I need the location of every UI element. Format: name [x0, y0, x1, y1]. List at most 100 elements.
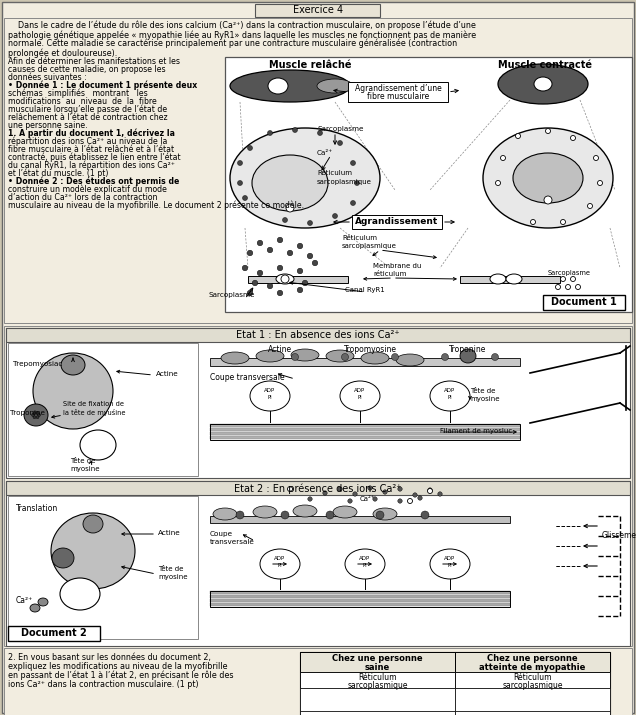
FancyBboxPatch shape [6, 328, 630, 342]
Text: sarcoplasmique: sarcoplasmique [342, 243, 397, 249]
Text: saine: saine [365, 663, 390, 672]
Ellipse shape [213, 508, 237, 520]
Ellipse shape [534, 77, 552, 91]
Ellipse shape [438, 492, 442, 496]
Ellipse shape [307, 253, 313, 259]
Text: Ca²⁺: Ca²⁺ [360, 496, 376, 502]
Ellipse shape [396, 354, 424, 366]
Ellipse shape [353, 492, 357, 496]
Ellipse shape [51, 513, 135, 589]
Text: Membrane du: Membrane du [373, 263, 422, 269]
Ellipse shape [287, 277, 293, 283]
Ellipse shape [252, 280, 258, 286]
FancyBboxPatch shape [455, 688, 610, 711]
Ellipse shape [36, 411, 39, 414]
FancyBboxPatch shape [255, 4, 380, 17]
Text: Pi: Pi [448, 563, 452, 568]
Text: pathologie génétique appelée « myopathie liée au RyR1» dans laquelle les muscles: pathologie génétique appelée « myopathie… [8, 30, 476, 39]
Text: d’action du Ca²⁺ lors de la contraction: d’action du Ca²⁺ lors de la contraction [8, 193, 158, 202]
Ellipse shape [80, 430, 116, 460]
Ellipse shape [565, 285, 570, 290]
Ellipse shape [398, 499, 402, 503]
Text: musculaire lorsqu’elle passe de l’état de: musculaire lorsqu’elle passe de l’état d… [8, 105, 167, 114]
FancyBboxPatch shape [300, 672, 455, 688]
FancyBboxPatch shape [8, 343, 198, 476]
Text: Réticulum: Réticulum [342, 235, 377, 241]
Ellipse shape [277, 290, 283, 296]
Ellipse shape [490, 274, 506, 284]
Text: atteinte de myopathie: atteinte de myopathie [480, 663, 586, 672]
FancyBboxPatch shape [6, 328, 630, 478]
Text: Réticulum: Réticulum [317, 170, 352, 176]
Ellipse shape [230, 70, 350, 102]
Ellipse shape [427, 488, 432, 493]
FancyBboxPatch shape [210, 595, 510, 598]
Ellipse shape [242, 195, 247, 200]
Ellipse shape [460, 349, 476, 363]
FancyBboxPatch shape [6, 481, 630, 646]
Ellipse shape [256, 350, 284, 362]
Ellipse shape [237, 160, 242, 165]
Ellipse shape [418, 495, 422, 500]
Text: Muscle relâché: Muscle relâché [269, 60, 351, 70]
FancyBboxPatch shape [210, 424, 520, 427]
Ellipse shape [297, 287, 303, 293]
FancyBboxPatch shape [4, 326, 632, 646]
Ellipse shape [250, 381, 290, 411]
Text: Pi: Pi [357, 395, 363, 400]
FancyBboxPatch shape [455, 711, 610, 715]
Ellipse shape [338, 487, 342, 491]
Ellipse shape [593, 155, 598, 160]
Text: Agrandissement d’une: Agrandissement d’une [355, 84, 441, 93]
FancyBboxPatch shape [210, 436, 520, 439]
Ellipse shape [350, 200, 356, 205]
Text: myosine: myosine [158, 574, 188, 580]
Text: myosine: myosine [70, 466, 99, 472]
Ellipse shape [286, 204, 294, 212]
FancyBboxPatch shape [225, 57, 632, 312]
Text: Actine: Actine [156, 371, 179, 377]
Text: Document 2: Document 2 [21, 628, 87, 638]
Ellipse shape [588, 204, 593, 209]
Ellipse shape [317, 79, 353, 93]
Ellipse shape [293, 127, 298, 132]
Ellipse shape [30, 604, 40, 612]
FancyBboxPatch shape [210, 428, 520, 431]
Ellipse shape [312, 260, 318, 266]
Text: modifications  au  niveau  de  la  fibre: modifications au niveau de la fibre [8, 97, 156, 106]
FancyBboxPatch shape [300, 652, 455, 715]
Ellipse shape [33, 353, 113, 429]
Text: la tête de myuśine: la tête de myuśine [63, 409, 125, 416]
Ellipse shape [516, 134, 520, 139]
Ellipse shape [38, 413, 41, 417]
Ellipse shape [345, 549, 385, 579]
Ellipse shape [221, 352, 249, 364]
Ellipse shape [392, 353, 399, 360]
Text: Chez une personne: Chez une personne [332, 654, 423, 663]
Text: Tropomyosine: Tropomyosine [343, 345, 396, 354]
Text: Glissement: Glissement [602, 531, 636, 540]
Ellipse shape [376, 511, 384, 519]
Ellipse shape [297, 243, 303, 249]
Ellipse shape [340, 381, 380, 411]
Ellipse shape [326, 350, 354, 362]
Ellipse shape [268, 78, 288, 94]
Text: Filament de myosluc: Filament de myosluc [440, 428, 512, 434]
Ellipse shape [267, 247, 273, 253]
Text: Pi: Pi [363, 563, 368, 568]
Ellipse shape [260, 549, 300, 579]
Text: en passant de l’état 1 à l’état 2, en précisant le rôle des: en passant de l’état 1 à l’état 2, en pr… [8, 671, 233, 681]
Ellipse shape [291, 353, 298, 360]
Ellipse shape [383, 490, 387, 494]
FancyBboxPatch shape [248, 276, 348, 283]
Text: Site de fixation de: Site de fixation de [63, 401, 124, 407]
Text: ADP: ADP [265, 388, 275, 393]
Ellipse shape [513, 153, 583, 203]
Text: Tête de: Tête de [158, 566, 183, 572]
Ellipse shape [230, 128, 380, 228]
Text: 1. A partir du document 1, décrivez la: 1. A partir du document 1, décrivez la [8, 129, 175, 139]
Text: sarcoplasmique: sarcoplasmique [502, 681, 563, 690]
Ellipse shape [281, 511, 289, 519]
FancyBboxPatch shape [4, 18, 632, 323]
Ellipse shape [287, 486, 293, 491]
